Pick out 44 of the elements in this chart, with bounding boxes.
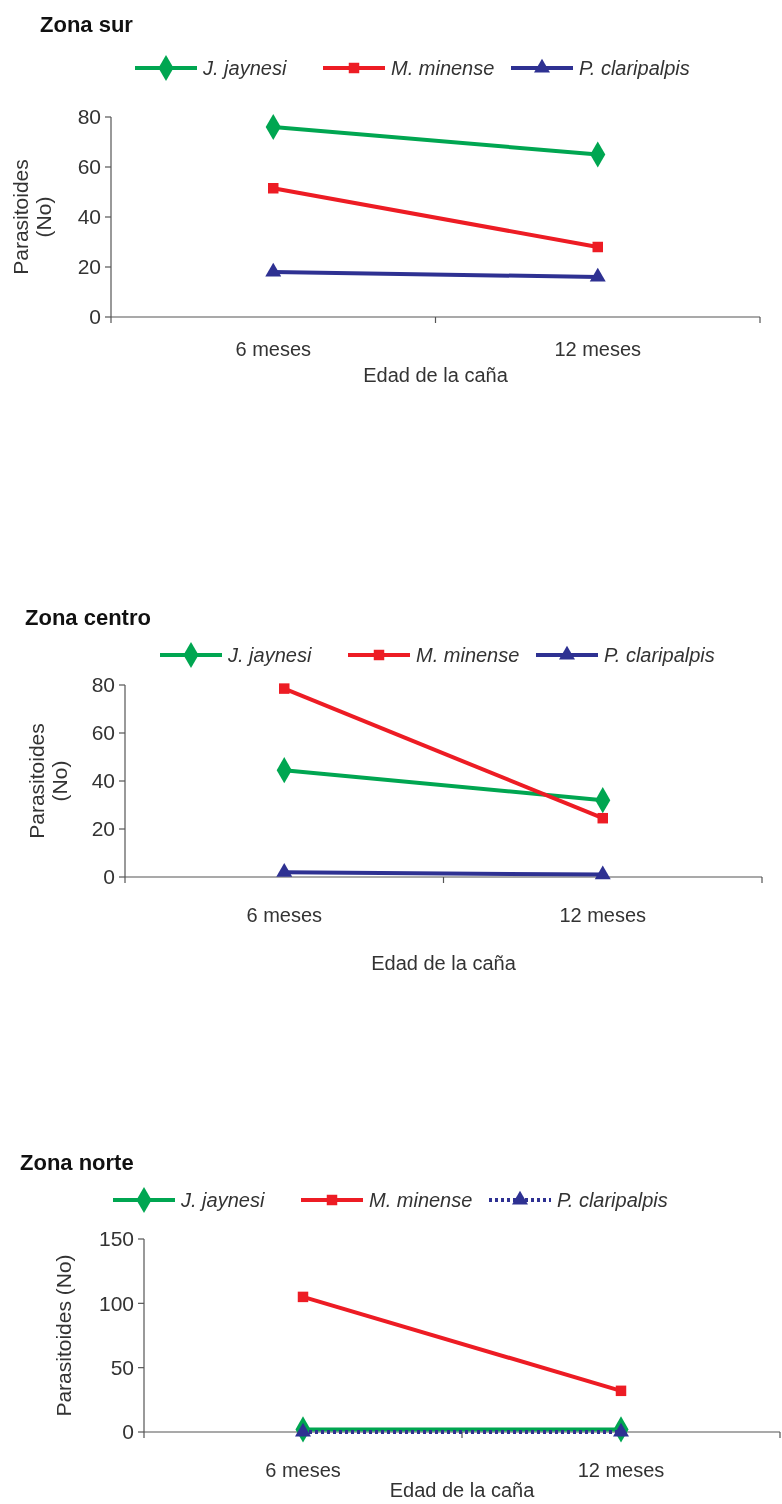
legend-label: M. minense bbox=[369, 1189, 473, 1211]
y-tick-label: 0 bbox=[122, 1420, 134, 1444]
y-axis-title: Parasitoides (No) bbox=[9, 159, 56, 275]
y-axis-title: Parasitoides (No) bbox=[25, 723, 72, 839]
y-tick-label: 0 bbox=[103, 865, 115, 889]
x-axis-title: Edad de la caña bbox=[371, 952, 517, 974]
y-tick-label: 50 bbox=[110, 1356, 134, 1380]
y-tick-label: 0 bbox=[89, 305, 101, 329]
x-tick-label: 12 meses bbox=[554, 338, 642, 360]
y-tick-label: 60 bbox=[77, 155, 101, 179]
x-tick-label: 6 meses bbox=[265, 1459, 341, 1481]
y-tick-label: 100 bbox=[98, 1291, 134, 1315]
y-tick-label: 80 bbox=[91, 673, 115, 697]
legend-label: P. claripalpis bbox=[604, 644, 715, 666]
y-tick-label: 150 bbox=[98, 1227, 134, 1251]
legend-label: P. claripalpis bbox=[579, 57, 690, 79]
point bbox=[268, 183, 279, 194]
x-tick-label: 12 meses bbox=[559, 904, 647, 926]
y-tick-label: 80 bbox=[77, 105, 101, 129]
x-axis-title: Edad de la caña bbox=[363, 364, 509, 386]
x-axis-title: Edad de la caña bbox=[389, 1479, 536, 1501]
point bbox=[597, 812, 608, 824]
point bbox=[615, 1385, 627, 1397]
y-tick-label: 40 bbox=[91, 769, 115, 793]
chart-title: Zona sur bbox=[40, 12, 134, 37]
x-tick-label: 12 meses bbox=[577, 1459, 665, 1481]
chart-title: Zona centro bbox=[25, 605, 151, 630]
y-tick-label: 20 bbox=[77, 255, 101, 279]
legend-label: J. jaynesi bbox=[227, 644, 312, 666]
legend-label: J. jaynesi bbox=[180, 1189, 265, 1211]
legend-label: M. minense bbox=[416, 644, 520, 666]
chart-title: Zona norte bbox=[20, 1150, 134, 1175]
legend-label: P. claripalpis bbox=[557, 1189, 668, 1211]
point bbox=[297, 1291, 309, 1303]
y-tick-label: 40 bbox=[77, 205, 101, 229]
x-tick-label: 6 meses bbox=[246, 904, 323, 926]
point bbox=[592, 241, 603, 253]
y-tick-label: 20 bbox=[91, 817, 115, 841]
legend-label: M. minense bbox=[391, 57, 495, 79]
y-tick-label: 60 bbox=[91, 721, 115, 745]
y-axis-title: Parasitoides (No) bbox=[52, 1254, 76, 1417]
x-tick-label: 6 meses bbox=[235, 338, 312, 360]
point bbox=[279, 683, 290, 694]
legend-label: J. jaynesi bbox=[202, 57, 287, 79]
